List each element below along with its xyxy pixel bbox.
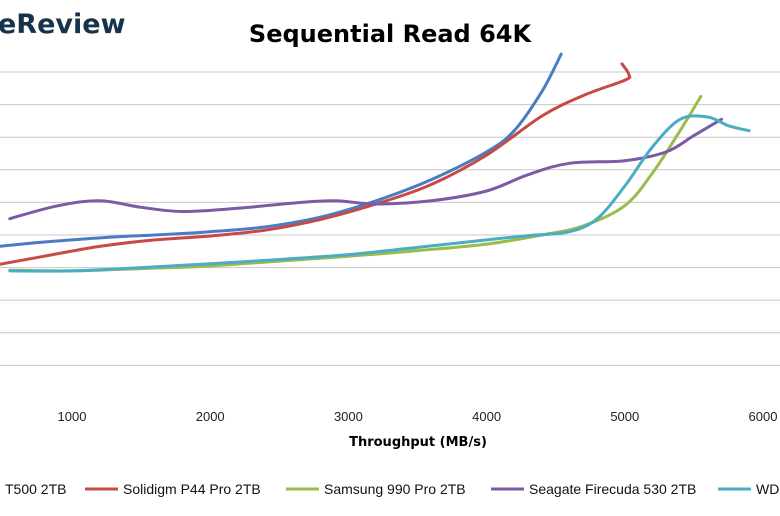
chart-title: Sequential Read 64K (249, 20, 533, 48)
x-tick-label: 6000 (749, 409, 778, 424)
series-line-wd (8, 114, 751, 273)
legend-label-seagate-firecuda-530-2tb: Seagate Firecuda 530 2TB (529, 481, 696, 497)
series-line-seagate-firecuda-530-2tb (8, 117, 723, 221)
x-tick-label: 3000 (334, 409, 363, 424)
x-tick-label: 4000 (472, 409, 501, 424)
legend: T500 2TB Solidigm P44 Pro 2TB Samsung 990 … (5, 481, 779, 497)
gridlines (0, 71, 780, 366)
x-tick-label: 1000 (58, 409, 87, 424)
logo-text: eReview (0, 9, 126, 40)
legend-label-solidigm-p44-pro-2tb: Solidigm P44 Pro 2TB (123, 481, 261, 497)
series-lines (0, 52, 751, 273)
x-axis-title: Throughput (MB/s) (349, 435, 487, 450)
legend-label-t500-2tb: T500 2TB (5, 481, 66, 497)
legend-label-samsung-990-pro-2tb: Samsung 990 Pro 2TB (324, 481, 466, 497)
legend-label-wd: WD (756, 481, 779, 497)
x-tick-label: 2000 (196, 409, 225, 424)
x-axis-ticks: 1000 2000 3000 4000 5000 6000 (58, 409, 778, 424)
x-tick-label: 5000 (610, 409, 639, 424)
series-line-t500-2tb (0, 52, 563, 248)
